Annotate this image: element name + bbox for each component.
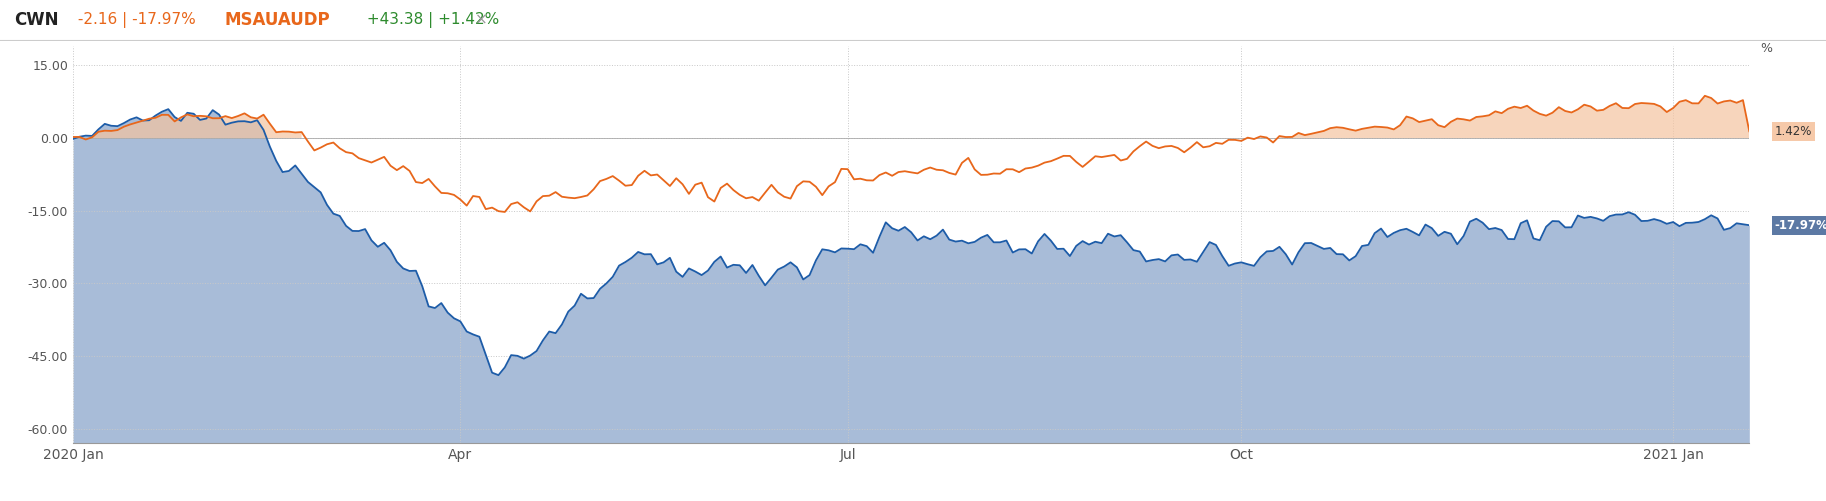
Text: ×: × xyxy=(475,12,488,27)
Text: -17.97%: -17.97% xyxy=(1775,219,1826,232)
Y-axis label: %: % xyxy=(1760,42,1771,55)
Text: +43.38 | +1.42%: +43.38 | +1.42% xyxy=(362,12,498,28)
Text: 1.42%: 1.42% xyxy=(1775,125,1811,138)
Text: CWN: CWN xyxy=(15,11,58,29)
Text: -2.16 | -17.97%: -2.16 | -17.97% xyxy=(73,12,195,28)
Text: MSAUAUDP: MSAUAUDP xyxy=(225,11,331,29)
